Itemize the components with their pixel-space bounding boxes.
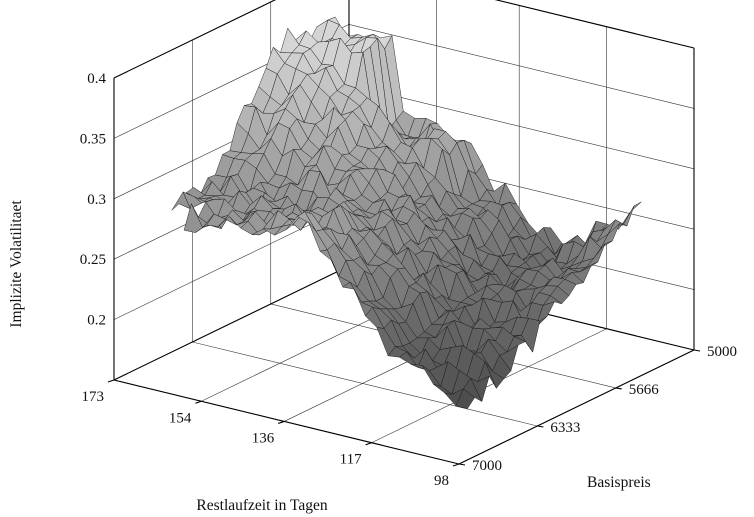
backwall-grid-z-2 bbox=[348, 84, 695, 170]
x-tick-label-3: 117 bbox=[340, 452, 362, 468]
x-tick-mark-3 bbox=[365, 442, 372, 446]
y-tick-label-1: 5666 bbox=[629, 382, 660, 398]
z-tick-label-4: 0.4 bbox=[87, 71, 106, 87]
box-back-edge-0 bbox=[113, 265, 350, 381]
backwall-grid-z-4 bbox=[495, 0, 695, 49]
y-tick-mark-3 bbox=[458, 463, 466, 466]
x-tick-label-0: 173 bbox=[82, 389, 105, 405]
box-back-edge-3 bbox=[113, 0, 277, 79]
box-back-edge-4 bbox=[494, 0, 695, 49]
backwall-grid-z-3 bbox=[348, 24, 695, 109]
z-tick-label-0: 0.2 bbox=[87, 313, 106, 329]
y-tick-mark-1 bbox=[615, 387, 622, 390]
x-tick-label-4: 98 bbox=[434, 473, 449, 489]
x-tick-mark-2 bbox=[278, 420, 285, 424]
y-tick-label-2: 6333 bbox=[550, 420, 580, 436]
x-tick-label-1: 154 bbox=[169, 410, 192, 426]
z-tick-label-2: 0.3 bbox=[87, 192, 106, 208]
tick-labels: 0.2 0.25 0.3 0.35 0.4 173 154 136 117 98 5000 5666 6… bbox=[80, 71, 737, 489]
x-tick-mark-1 bbox=[195, 400, 202, 404]
z-tick-label-3: 0.35 bbox=[80, 131, 106, 147]
z-axis-label: Implizite Volatilitaet bbox=[8, 200, 25, 328]
surface-patch-662 bbox=[455, 388, 476, 409]
y-tick-mark-2 bbox=[537, 425, 544, 428]
x-axis-label: Restlaufzeit in Tagen bbox=[196, 497, 327, 514]
surface-mesh bbox=[171, 16, 642, 409]
x-tick-label-2: 136 bbox=[252, 430, 275, 446]
floor-grid-x-3 bbox=[371, 328, 607, 443]
floor-grid-y-2 bbox=[192, 341, 538, 427]
axes-box-front bbox=[113, 349, 695, 465]
y-tick-label-3: 7000 bbox=[472, 458, 502, 474]
y-tick-mark-0 bbox=[693, 349, 701, 352]
box-front-edge-0 bbox=[113, 379, 460, 465]
y-tick-label-0: 5000 bbox=[707, 344, 737, 360]
box-front-edge-1 bbox=[458, 349, 695, 465]
z-tick-label-1: 0.25 bbox=[80, 252, 106, 268]
y-axis-label: Basispreis bbox=[587, 474, 651, 491]
x-tick-mark-0 bbox=[107, 379, 115, 383]
x-tick-mark-4 bbox=[452, 463, 460, 467]
